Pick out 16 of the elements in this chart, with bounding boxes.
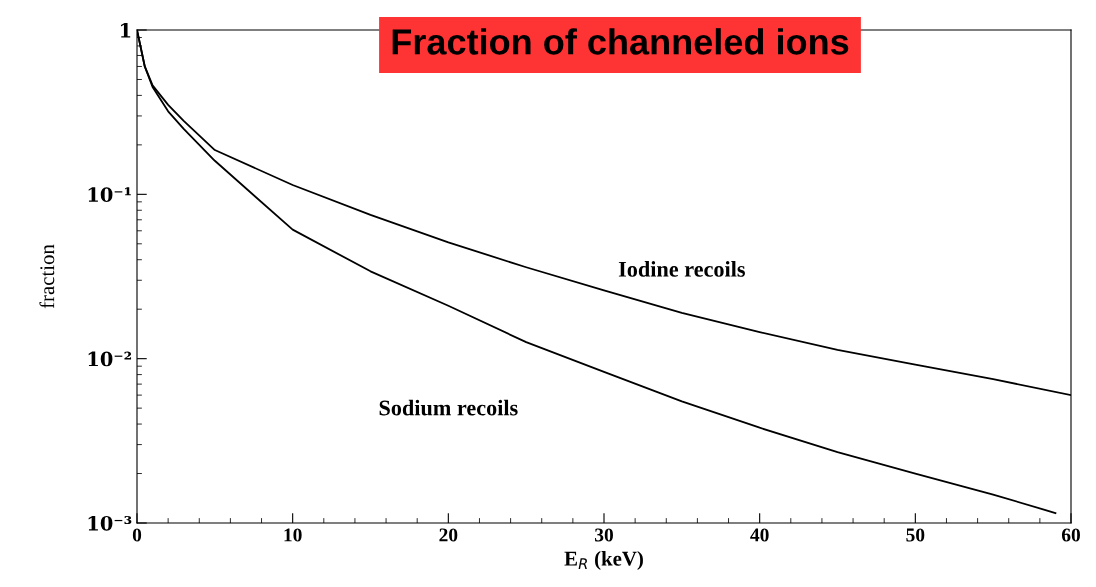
chart-title: Fraction of channeled ions (392, 28, 849, 55)
x-tick-label: 50 (906, 528, 925, 542)
x-tick-label: 20 (439, 528, 458, 542)
x-tick-label: 0 (132, 528, 142, 542)
x-tick-label: 10 (284, 528, 302, 542)
text: Sodium recoils (379, 399, 518, 416)
series-label: Iodine recoils (618, 261, 745, 277)
x-axis-title: E$_{R}$ (keV) (564, 551, 643, 570)
y-tick-label: 1 (120, 22, 131, 38)
x-tick-label: 60 (1061, 528, 1080, 542)
x-tick-label: 40 (750, 528, 769, 542)
x-tick-label: 30 (595, 528, 613, 542)
y-tick-label: 10⁻¹ (88, 187, 131, 202)
y-axis-title: fraction (39, 244, 55, 309)
y-tick-label: 10⁻² (88, 351, 132, 367)
y-tick-label: 10⁻³ (88, 515, 132, 531)
